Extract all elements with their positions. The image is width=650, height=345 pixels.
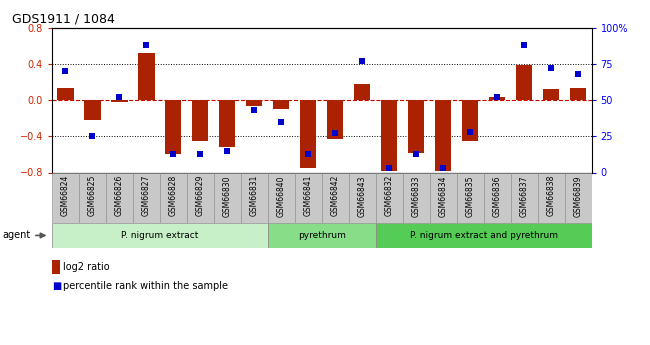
Bar bbox=[111, 100, 127, 102]
Bar bbox=[489, 97, 505, 100]
Bar bbox=[106, 172, 133, 223]
Text: GSM66829: GSM66829 bbox=[196, 175, 205, 216]
Bar bbox=[160, 172, 187, 223]
Text: GSM66833: GSM66833 bbox=[411, 175, 421, 217]
Bar bbox=[511, 172, 538, 223]
Bar bbox=[430, 172, 457, 223]
Text: log2 ratio: log2 ratio bbox=[63, 262, 110, 272]
Text: GSM66834: GSM66834 bbox=[439, 175, 448, 217]
Bar bbox=[538, 172, 564, 223]
Text: GSM66824: GSM66824 bbox=[61, 175, 70, 216]
Text: GSM66830: GSM66830 bbox=[223, 175, 232, 217]
Bar bbox=[268, 172, 295, 223]
Bar bbox=[165, 100, 181, 155]
Text: GDS1911 / 1084: GDS1911 / 1084 bbox=[12, 12, 114, 25]
Text: GSM66838: GSM66838 bbox=[547, 175, 556, 216]
Bar bbox=[376, 172, 403, 223]
Bar bbox=[327, 100, 343, 139]
Bar bbox=[79, 172, 106, 223]
Bar bbox=[138, 53, 155, 100]
Bar bbox=[192, 100, 209, 141]
Bar bbox=[354, 84, 370, 100]
Text: GSM66828: GSM66828 bbox=[169, 175, 178, 216]
Bar bbox=[516, 65, 532, 100]
Bar bbox=[564, 172, 592, 223]
Text: ■: ■ bbox=[52, 281, 61, 290]
Bar bbox=[295, 172, 322, 223]
Bar bbox=[219, 100, 235, 147]
Bar bbox=[462, 100, 478, 141]
Text: GSM66826: GSM66826 bbox=[115, 175, 124, 216]
Bar bbox=[52, 172, 79, 223]
Bar bbox=[322, 172, 349, 223]
Bar bbox=[349, 172, 376, 223]
Bar bbox=[376, 223, 592, 248]
Text: GSM66836: GSM66836 bbox=[493, 175, 502, 217]
Bar bbox=[268, 223, 376, 248]
Text: P. nigrum extract and pyrethrum: P. nigrum extract and pyrethrum bbox=[410, 231, 558, 240]
Bar bbox=[543, 89, 559, 100]
Bar bbox=[240, 172, 268, 223]
Text: GSM66841: GSM66841 bbox=[304, 175, 313, 216]
Bar bbox=[133, 172, 160, 223]
Bar bbox=[273, 100, 289, 109]
Text: P. nigrum extract: P. nigrum extract bbox=[121, 231, 199, 240]
Text: GSM66831: GSM66831 bbox=[250, 175, 259, 216]
Bar bbox=[246, 100, 263, 106]
Text: GSM66827: GSM66827 bbox=[142, 175, 151, 216]
Bar bbox=[187, 172, 214, 223]
Text: GSM66835: GSM66835 bbox=[465, 175, 474, 217]
Text: GSM66843: GSM66843 bbox=[358, 175, 367, 217]
Bar bbox=[403, 172, 430, 223]
Bar bbox=[408, 100, 424, 152]
Text: agent: agent bbox=[2, 230, 30, 240]
Bar bbox=[381, 100, 397, 171]
Bar bbox=[214, 172, 241, 223]
Bar bbox=[484, 172, 511, 223]
Text: percentile rank within the sample: percentile rank within the sample bbox=[63, 281, 228, 290]
Text: GSM66837: GSM66837 bbox=[519, 175, 528, 217]
Bar bbox=[300, 100, 317, 168]
Bar bbox=[435, 100, 451, 171]
Text: GSM66832: GSM66832 bbox=[385, 175, 394, 216]
Text: GSM66839: GSM66839 bbox=[573, 175, 582, 217]
Bar bbox=[52, 223, 268, 248]
Text: GSM66840: GSM66840 bbox=[277, 175, 286, 217]
Text: GSM66825: GSM66825 bbox=[88, 175, 97, 216]
Text: pyrethrum: pyrethrum bbox=[298, 231, 346, 240]
Bar bbox=[570, 88, 586, 100]
Bar bbox=[457, 172, 484, 223]
Bar bbox=[57, 88, 73, 100]
Bar bbox=[84, 100, 101, 120]
Text: GSM66842: GSM66842 bbox=[331, 175, 340, 216]
